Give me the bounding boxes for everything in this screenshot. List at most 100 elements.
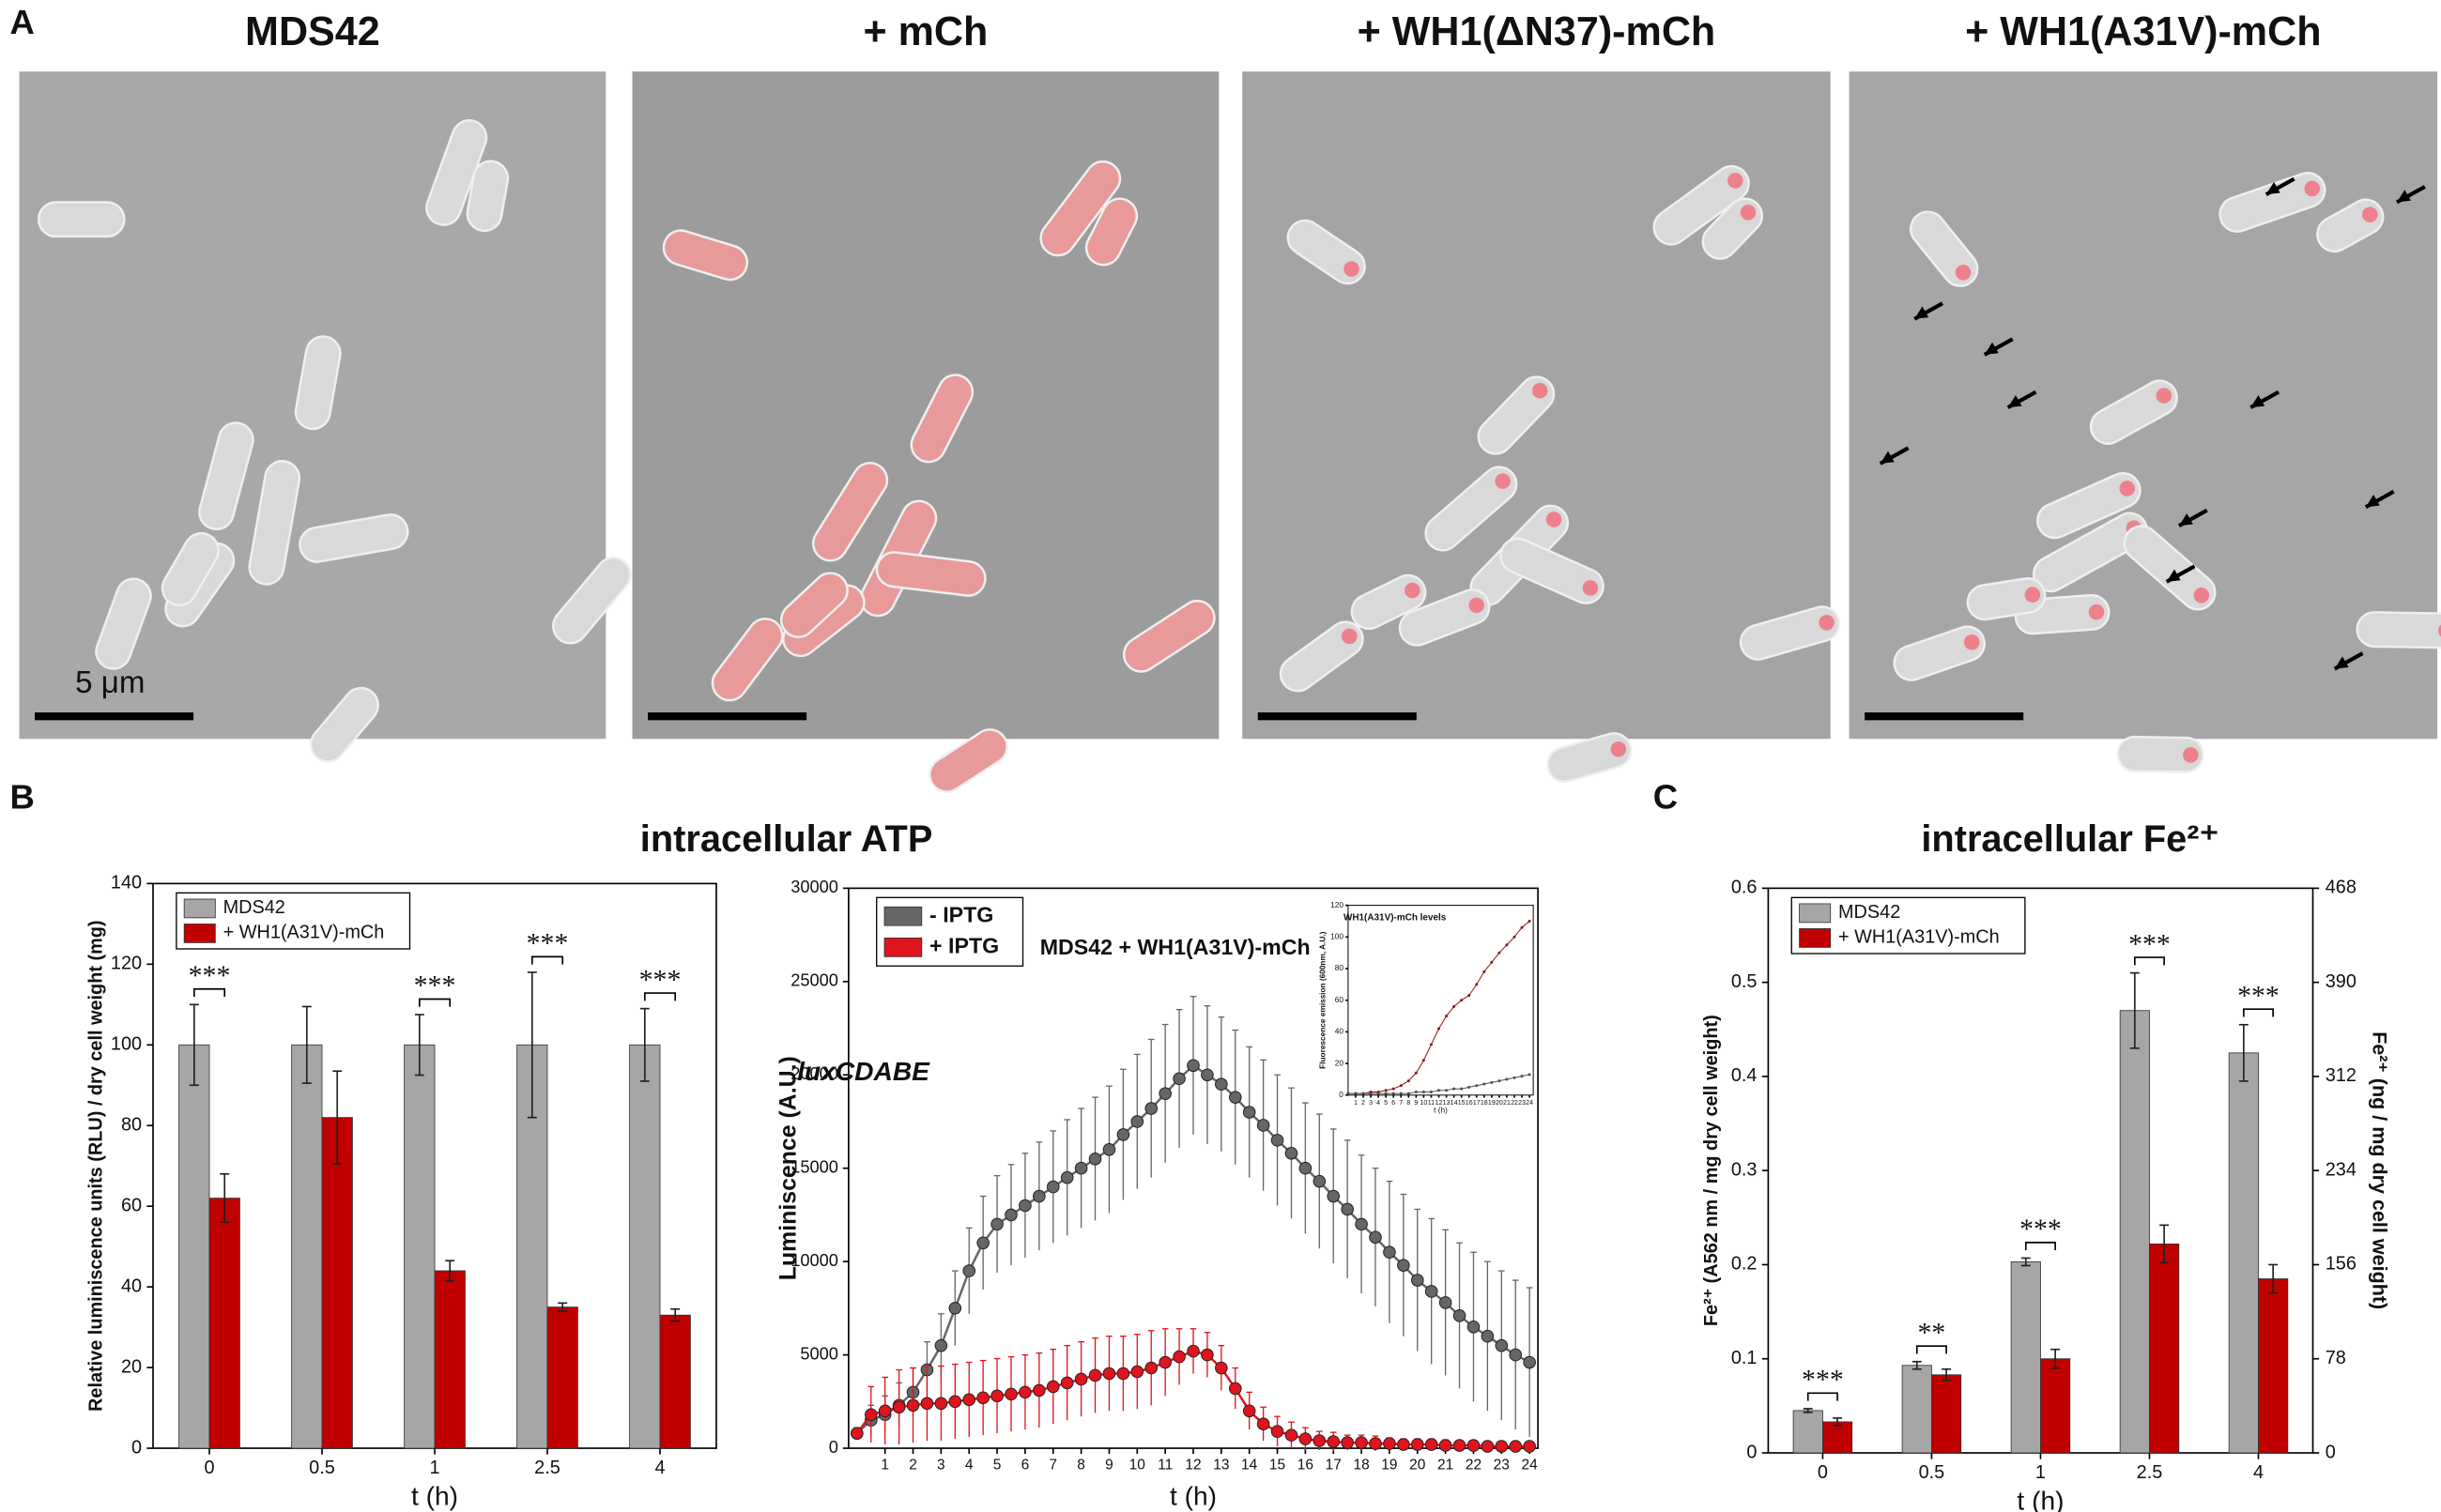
point xyxy=(1452,1087,1456,1091)
bar xyxy=(321,1117,353,1449)
cell xyxy=(299,513,409,563)
y-tick-label: 60 xyxy=(121,1195,142,1215)
x-tick-label: 14 xyxy=(1241,1457,1258,1473)
cell-body xyxy=(1398,588,1491,647)
point xyxy=(1033,1383,1046,1397)
point xyxy=(1512,1076,1516,1079)
x-tick-label: 3 xyxy=(937,1457,945,1473)
point xyxy=(1452,1309,1466,1322)
cell xyxy=(2123,525,2217,611)
point xyxy=(1046,1380,1060,1394)
bar xyxy=(1822,1421,1853,1454)
foci xyxy=(1819,615,1835,631)
cell xyxy=(37,201,126,238)
legend-label: + WH1(A31V)-mCh xyxy=(1838,927,2000,948)
point xyxy=(1406,1079,1410,1083)
bar xyxy=(2119,1010,2150,1454)
cell-body xyxy=(95,577,152,670)
legend-label: + WH1(A31V)-mCh xyxy=(223,923,385,943)
point xyxy=(962,1264,976,1277)
arrow-head xyxy=(2265,181,2280,195)
cell xyxy=(1279,620,1364,693)
x-tick-label: 20 xyxy=(1496,1100,1503,1107)
bar xyxy=(1931,1374,1962,1454)
point xyxy=(990,1217,1004,1231)
legend-swatch xyxy=(1799,903,1832,924)
cell-body xyxy=(2123,525,2217,611)
point xyxy=(1298,1432,1313,1445)
cell-body xyxy=(1893,625,1986,681)
point xyxy=(1452,1004,1456,1008)
point xyxy=(1173,1350,1186,1364)
point xyxy=(1467,994,1471,998)
point xyxy=(1215,1077,1228,1092)
x-tick-label: 17 xyxy=(1473,1100,1481,1107)
significance-bracket xyxy=(2133,956,2165,966)
point xyxy=(1284,1428,1298,1442)
legend-label: + IPTG xyxy=(929,933,999,957)
cell-body xyxy=(2116,735,2204,773)
x-tick-label: 1 xyxy=(881,1457,889,1473)
chart-title: WH1(A31V)-mCh levels xyxy=(1343,912,1447,923)
point xyxy=(1369,1092,1373,1095)
point xyxy=(1384,1092,1388,1095)
y2-tick-label: 468 xyxy=(2326,878,2357,898)
cell-body xyxy=(552,556,632,645)
point xyxy=(948,1302,962,1315)
foci xyxy=(1545,512,1562,527)
foci xyxy=(1963,634,1980,650)
point xyxy=(1088,1368,1102,1382)
y-tick-label: 120 xyxy=(1330,901,1343,909)
y-tick-label: 0 xyxy=(1339,1091,1343,1099)
y-tick-label: 80 xyxy=(1335,964,1344,972)
y2-tick-label: 312 xyxy=(2326,1065,2357,1086)
cell xyxy=(875,551,987,597)
arrow-head xyxy=(1880,451,1895,464)
cell xyxy=(1966,576,2047,621)
micrographs xyxy=(19,71,2441,793)
bar xyxy=(2040,1358,2071,1454)
legend-swatch xyxy=(1799,928,1832,948)
cell-body xyxy=(2218,172,2326,233)
foci xyxy=(2183,747,2199,763)
legend-swatch xyxy=(883,906,923,926)
cell xyxy=(2116,735,2204,773)
x-tick-label: 0.5 xyxy=(309,1458,335,1478)
point xyxy=(892,1400,906,1414)
point xyxy=(1523,1355,1536,1369)
cell-body xyxy=(811,462,889,562)
x-tick-label: 4 xyxy=(2253,1462,2264,1483)
y-tick-label: 0.4 xyxy=(1731,1065,1758,1086)
legend-swatch xyxy=(883,938,923,957)
cell-body xyxy=(1122,599,1216,673)
x-tick-label: 12 xyxy=(1185,1457,1201,1473)
point xyxy=(1528,919,1531,923)
micrograph xyxy=(632,71,1220,740)
bar xyxy=(208,1198,240,1449)
point xyxy=(1313,1174,1327,1188)
point xyxy=(1369,1230,1382,1245)
cell xyxy=(1910,210,1979,287)
point xyxy=(1341,1436,1354,1449)
point xyxy=(1410,1274,1424,1287)
point xyxy=(990,1389,1004,1403)
significance-label: *** xyxy=(527,928,569,959)
point xyxy=(1482,970,1486,973)
x-tick-label: 2 xyxy=(1361,1100,1365,1107)
foci xyxy=(1582,580,1599,596)
point xyxy=(1298,1161,1313,1175)
cell-body xyxy=(1499,537,1604,604)
point xyxy=(1421,1090,1425,1093)
arrow-head xyxy=(2166,569,2181,582)
cell xyxy=(309,686,379,763)
point xyxy=(1467,1085,1471,1089)
panel-label: B xyxy=(10,778,35,817)
x-tick-label: 11 xyxy=(1428,1100,1435,1107)
x-tick-label: 2.5 xyxy=(2137,1462,2163,1483)
cell-body xyxy=(779,572,849,639)
point xyxy=(1397,1259,1410,1272)
x-tick-label: 6 xyxy=(1021,1457,1030,1473)
y-tick-label: 0 xyxy=(829,1437,838,1457)
